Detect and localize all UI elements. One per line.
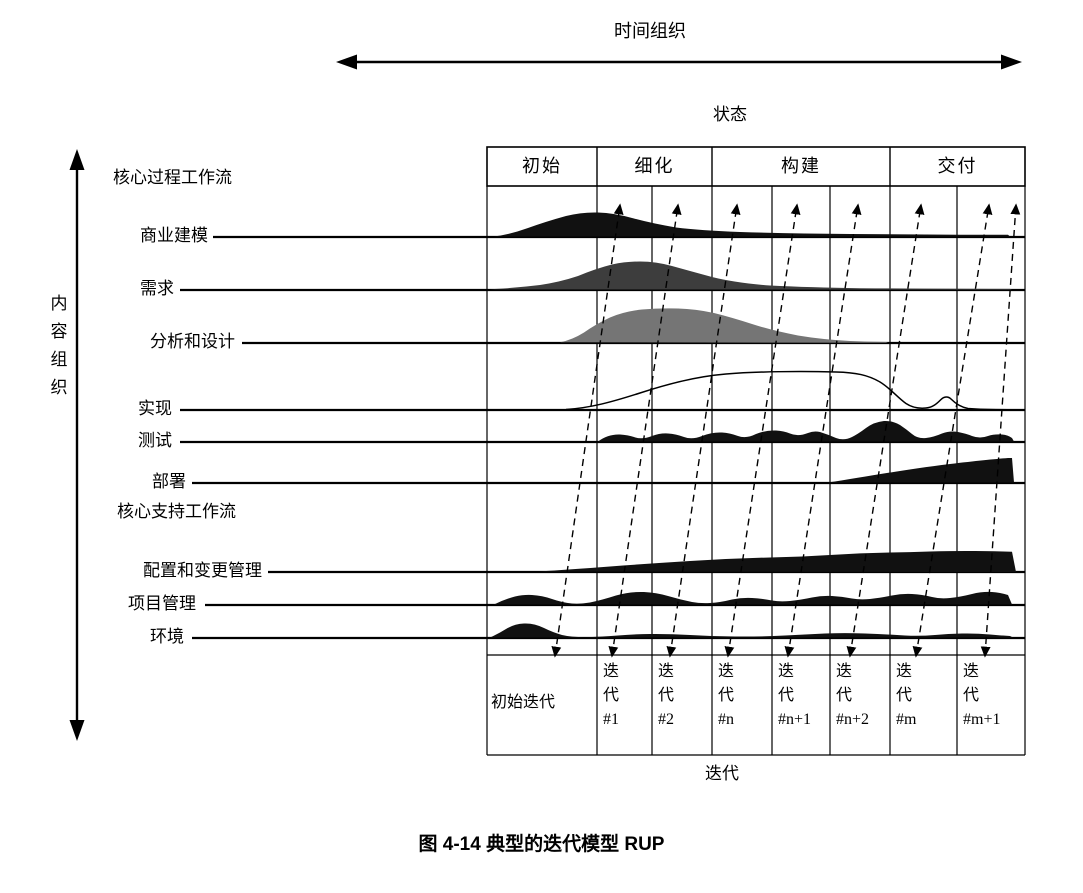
- iteration-cell-2: 迭 代 #2: [658, 663, 675, 728]
- hump-environment: [490, 623, 1013, 638]
- milestone-arrow: [912, 203, 993, 658]
- milestone-arrow: [846, 203, 925, 658]
- iteration-cell-n1: 迭 代 #n+1: [778, 663, 812, 728]
- workflow-label-requirements: 需求: [140, 279, 174, 298]
- workflow-label-analysis-design: 分析和设计: [150, 332, 235, 351]
- iteration-milestone-arrows: [551, 203, 1021, 658]
- milestone-arrow: [608, 203, 682, 658]
- hump-configuration-management: [538, 550, 1016, 572]
- hump-implementation: [565, 370, 1009, 411]
- hump-deployment: [828, 458, 1014, 483]
- workflow-label-configuration-management: 配置和变更管理: [143, 561, 262, 580]
- time-axis-label: 时间组织: [614, 21, 686, 41]
- iteration-axis-label: 迭代: [705, 764, 739, 783]
- milestone-arrow: [784, 203, 862, 658]
- iteration-cell-m: 迭 代 #m: [896, 663, 917, 728]
- workflow-label-project-management: 项目管理: [128, 594, 196, 613]
- phase-header-grid: [486, 146, 1026, 187]
- workflow-label-environment: 环境: [150, 627, 184, 646]
- iteration-cell-n: 迭 代 #n: [718, 663, 735, 728]
- hump-analysis-design: [560, 308, 888, 343]
- milestone-arrow: [551, 203, 624, 658]
- workflow-label-implementation: 实现: [138, 399, 172, 418]
- core-process-workflows-label: 核心过程工作流: [113, 168, 232, 187]
- iteration-cell-n2: 迭 代 #n+2: [836, 663, 870, 728]
- effort-humps: [490, 212, 1016, 638]
- workflow-label-test: 测试: [138, 431, 172, 450]
- time-axis-arrow: [336, 54, 1022, 70]
- phase-label-transition: 交付: [937, 156, 978, 176]
- phase-label-construction: 构建: [781, 156, 821, 176]
- milestone-arrow: [666, 203, 741, 658]
- hump-requirements: [490, 261, 1012, 290]
- content-axis-arrow: [69, 149, 85, 741]
- core-support-workflows-label: 核心支持工作流: [117, 502, 236, 521]
- hump-business-modeling: [494, 212, 1010, 237]
- workflow-label-deployment: 部署: [152, 472, 186, 491]
- milestone-arrow: [980, 203, 1021, 658]
- milestone-arrow: [724, 203, 801, 658]
- phase-label-elaboration: 细化: [634, 156, 675, 176]
- phase-label-inception: 初始: [522, 156, 562, 176]
- figure-caption: 图 4-14 典型的迭代模型 RUP: [418, 834, 665, 855]
- iteration-cell-m1: 迭 代 #m+1: [963, 663, 1001, 728]
- content-axis-label: 内 容 组 织: [50, 294, 68, 397]
- status-label: 状态: [713, 105, 747, 124]
- hump-project-management: [494, 591, 1012, 605]
- iteration-cell-initial: 初始迭代: [491, 694, 556, 711]
- iteration-cell-1: 迭 代 #1: [603, 663, 620, 728]
- workflow-label-business-modeling: 商业建模: [140, 226, 208, 245]
